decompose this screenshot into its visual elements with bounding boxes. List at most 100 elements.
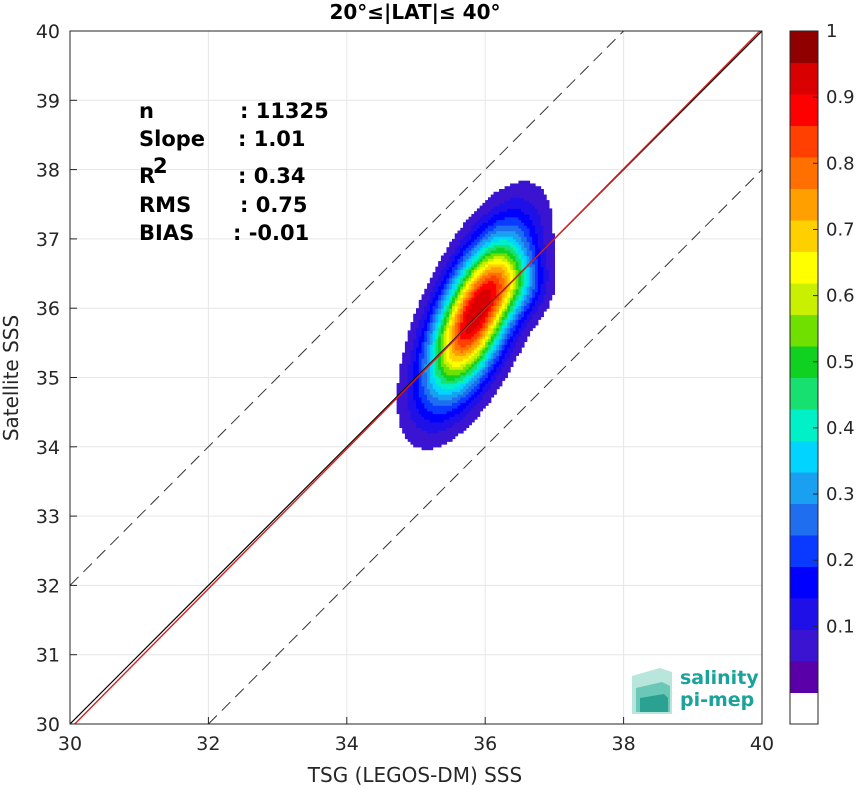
density-cell <box>532 247 536 251</box>
density-cell <box>487 385 492 390</box>
density-cell <box>543 205 547 210</box>
density-cell <box>512 310 517 315</box>
density-cell <box>424 405 428 409</box>
density-cell <box>521 299 525 304</box>
density-cell <box>521 233 525 237</box>
density-cell <box>404 432 409 437</box>
density-cell <box>454 394 459 398</box>
density-cell <box>471 263 475 268</box>
density-cell <box>490 297 495 301</box>
stat-value: : 11325 <box>240 99 329 123</box>
density-cell <box>413 438 417 442</box>
density-cell <box>521 191 525 196</box>
density-cell <box>443 416 448 420</box>
density-cell <box>402 410 406 415</box>
density-cell <box>427 316 431 320</box>
density-cell <box>521 197 525 201</box>
density-cell <box>418 338 423 343</box>
density-cell <box>532 308 536 312</box>
density-cell <box>465 413 470 417</box>
density-cell <box>499 374 503 379</box>
density-cell <box>438 416 442 420</box>
density-cell <box>532 200 536 204</box>
density-cell <box>407 421 412 426</box>
density-cell <box>515 352 520 356</box>
density-cell <box>523 200 528 204</box>
density-cell <box>529 297 533 301</box>
density-cell <box>551 269 555 273</box>
density-cell <box>429 327 434 331</box>
density-cell <box>429 383 434 387</box>
density-cell <box>465 288 470 293</box>
density-cell <box>493 299 497 304</box>
density-cell <box>407 419 412 423</box>
density-cell <box>418 302 423 307</box>
density-cell <box>482 366 486 370</box>
density-cell <box>429 283 434 287</box>
density-cell <box>493 249 497 254</box>
density-cell <box>449 410 453 415</box>
density-cell <box>487 255 492 259</box>
density-cell <box>468 299 472 304</box>
density-cell <box>529 200 533 204</box>
density-cell <box>482 371 486 376</box>
density-cell <box>518 255 522 259</box>
density-cell <box>432 330 436 334</box>
density-cell <box>429 424 434 428</box>
density-cell <box>482 261 486 265</box>
density-cell <box>476 360 481 365</box>
density-cell <box>493 213 497 218</box>
density-cell <box>471 416 475 420</box>
density-cell <box>443 394 448 398</box>
density-cell <box>482 286 486 290</box>
density-cell <box>490 335 495 340</box>
density-cell <box>443 313 448 318</box>
density-cell <box>504 261 508 265</box>
density-cell <box>537 233 542 237</box>
density-cell <box>507 338 511 343</box>
density-cell <box>432 366 436 370</box>
density-cell <box>479 399 484 404</box>
density-cell <box>504 200 508 204</box>
density-cell <box>496 191 500 196</box>
density-cell <box>457 308 461 312</box>
density-cell <box>424 407 428 412</box>
density-cell <box>463 383 467 387</box>
density-cell <box>465 261 470 265</box>
density-cell <box>451 399 456 404</box>
density-cell <box>487 344 492 348</box>
density-cell <box>499 319 503 323</box>
density-cell <box>501 261 506 265</box>
density-cell <box>440 272 445 276</box>
density-cell <box>537 263 542 268</box>
density-cell <box>510 225 514 229</box>
density-cell <box>515 308 520 312</box>
density-cell <box>529 247 533 251</box>
density-cell <box>499 371 503 376</box>
density-cell <box>443 258 448 262</box>
density-cell <box>465 349 470 354</box>
density-cell <box>515 249 520 254</box>
density-cell <box>487 233 492 237</box>
density-cell <box>457 266 461 270</box>
density-cell <box>410 383 414 387</box>
density-cell <box>427 380 431 384</box>
density-cell <box>501 274 506 279</box>
density-cell <box>537 266 542 270</box>
density-cell <box>424 297 428 301</box>
density-cell <box>501 302 506 307</box>
density-cell <box>496 299 500 304</box>
density-cell <box>485 299 489 304</box>
density-cell <box>463 280 467 284</box>
density-cell <box>496 211 500 215</box>
density-cell <box>546 272 550 276</box>
density-cell <box>515 211 520 215</box>
density-cell <box>499 313 503 318</box>
density-cell <box>435 374 439 379</box>
density-cell <box>507 241 511 246</box>
density-cell <box>465 286 470 290</box>
density-cell <box>471 349 475 354</box>
density-cell <box>504 186 508 190</box>
density-cell <box>515 183 520 187</box>
density-cell <box>496 358 500 362</box>
